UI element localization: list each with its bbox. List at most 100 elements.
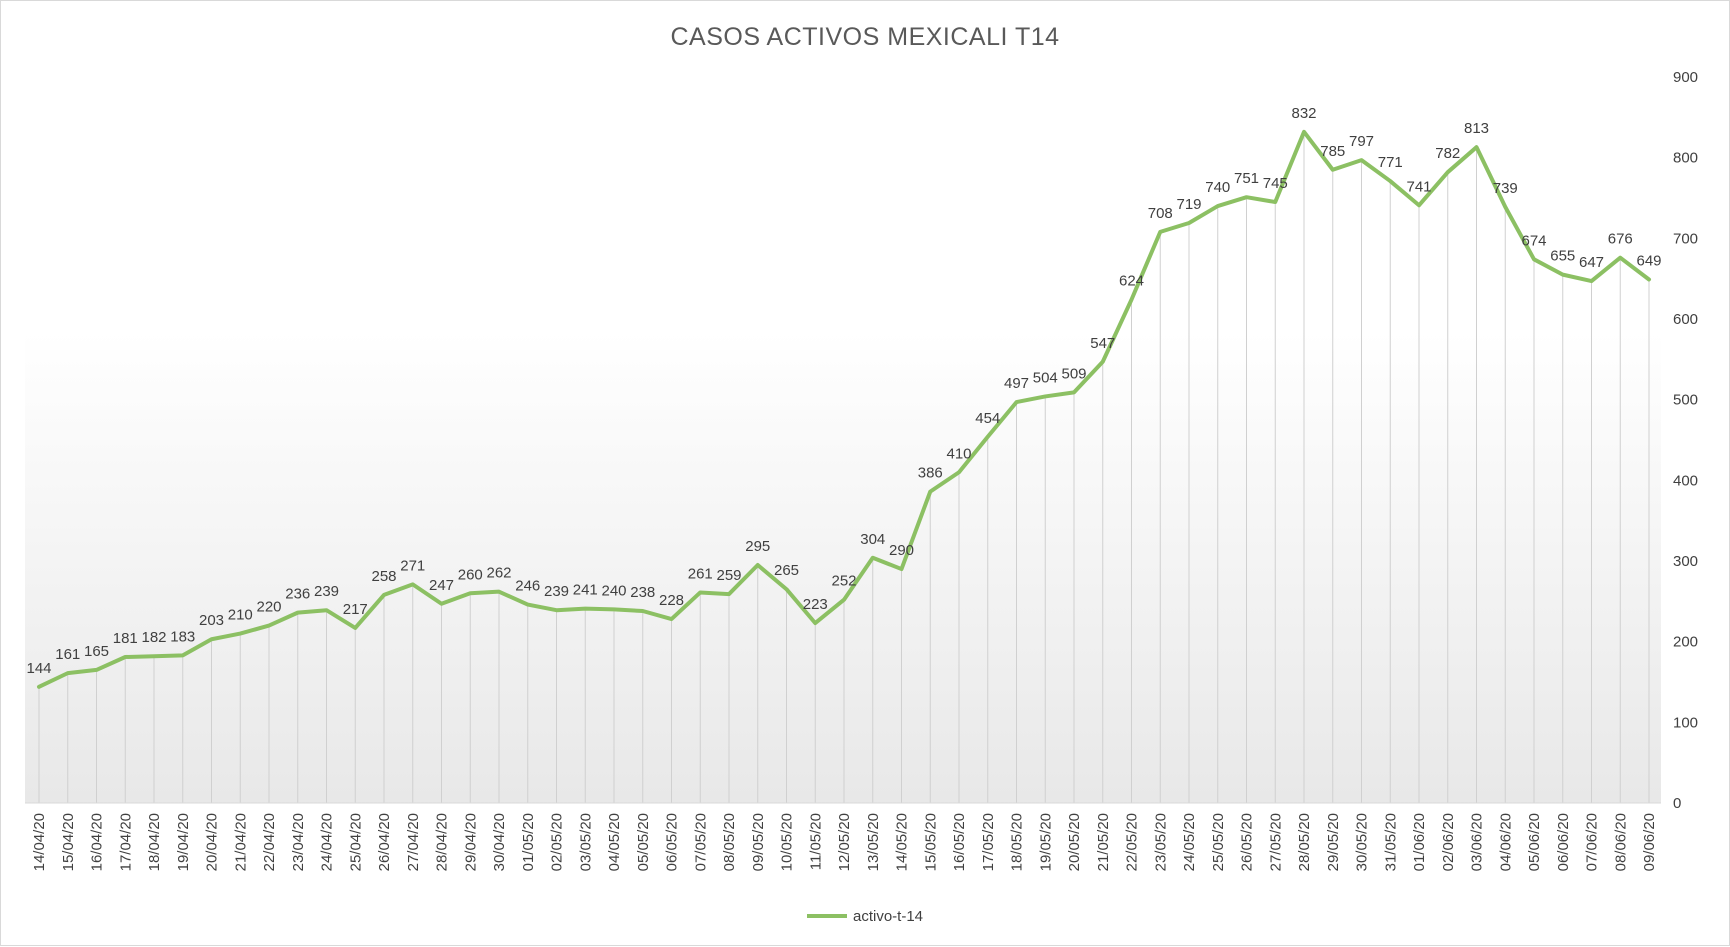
legend: activo-t-14 (807, 908, 923, 925)
x-tick-label: 18/04/20 (146, 813, 163, 871)
data-label: 674 (1521, 232, 1546, 249)
data-label: 751 (1234, 170, 1259, 187)
data-label: 771 (1378, 154, 1403, 171)
x-tick-label: 07/06/20 (1584, 813, 1601, 871)
data-label: 238 (630, 584, 655, 601)
data-label: 304 (860, 531, 885, 548)
x-tick-label: 21/04/20 (232, 813, 249, 871)
drop-lines (38, 131, 1650, 803)
y-tick-label: 600 (1673, 311, 1698, 328)
x-tick-label: 29/05/20 (1325, 813, 1342, 871)
data-label: 259 (716, 567, 741, 584)
data-label: 647 (1579, 254, 1604, 271)
x-tick-label: 04/05/20 (606, 813, 623, 871)
x-tick-label: 26/05/20 (1239, 813, 1256, 871)
data-label: 144 (26, 660, 51, 677)
x-tick-label: 27/04/20 (405, 813, 422, 871)
x-tick-label: 01/05/20 (520, 813, 537, 871)
x-tick-label: 22/04/20 (261, 813, 278, 871)
x-tick-label: 08/06/20 (1612, 813, 1629, 871)
data-label: 290 (889, 542, 914, 559)
y-tick-label: 300 (1673, 553, 1698, 570)
data-label: 239 (544, 583, 569, 600)
x-tick-label: 17/05/20 (980, 813, 997, 871)
x-tick-label: 05/06/20 (1526, 813, 1543, 871)
x-tick-label: 21/05/20 (1095, 813, 1112, 871)
data-label: 239 (314, 583, 339, 600)
x-tick-label: 25/04/20 (347, 813, 364, 871)
data-label: 708 (1148, 205, 1173, 222)
data-label: 220 (256, 599, 281, 616)
data-label: 739 (1493, 180, 1518, 197)
x-tick-label: 28/05/20 (1296, 813, 1313, 871)
x-tick-label: 26/04/20 (376, 813, 393, 871)
data-label: 228 (659, 592, 684, 609)
data-label: 676 (1608, 231, 1633, 248)
x-tick-label: 02/06/20 (1440, 813, 1457, 871)
x-tick-label: 05/05/20 (635, 813, 652, 871)
data-label: 161 (55, 646, 80, 663)
data-label: 241 (573, 582, 598, 599)
data-label: 223 (803, 596, 828, 613)
x-tick-label: 16/05/20 (951, 813, 968, 871)
data-label: 203 (199, 612, 224, 629)
x-tick-label: 29/04/20 (462, 813, 479, 871)
data-label: 210 (228, 607, 253, 624)
data-label: 813 (1464, 120, 1489, 137)
x-tick-label: 13/05/20 (865, 813, 882, 871)
data-label: 181 (113, 630, 138, 647)
data-label: 785 (1320, 143, 1345, 160)
data-label: 504 (1033, 369, 1058, 386)
data-label: 655 (1550, 248, 1575, 265)
x-tick-label: 27/05/20 (1267, 813, 1284, 871)
data-label: 183 (170, 628, 195, 645)
x-tick-label: 03/06/20 (1469, 813, 1486, 871)
data-label: 741 (1406, 178, 1431, 195)
data-label: 236 (285, 586, 310, 603)
series-line-activo-t-14 (37, 129, 1651, 689)
data-label: 262 (486, 565, 511, 582)
x-tick-label: 23/04/20 (290, 813, 307, 871)
x-tick-label: 17/04/20 (117, 813, 134, 871)
x-tick-label: 14/04/20 (31, 813, 48, 871)
x-tick-label: 24/04/20 (319, 813, 336, 871)
x-tick-label: 11/05/20 (807, 813, 824, 870)
x-tick-label: 12/05/20 (836, 813, 853, 871)
x-tick-label: 06/06/20 (1555, 813, 1572, 871)
y-tick-label: 500 (1673, 392, 1698, 409)
chart-title: CASOS ACTIVOS MEXICALI T14 (670, 23, 1059, 51)
x-tick-label: 03/05/20 (577, 813, 594, 871)
x-tick-label: 16/04/20 (89, 813, 106, 871)
x-tick-label: 30/04/20 (491, 813, 508, 871)
data-label: 832 (1291, 105, 1316, 122)
x-tick-label: 25/05/20 (1210, 813, 1227, 871)
y-tick-label: 800 (1673, 150, 1698, 167)
data-label: 295 (745, 538, 770, 555)
data-label: 454 (975, 410, 1000, 427)
x-tick-label: 19/04/20 (175, 813, 192, 871)
x-tick-label: 19/05/20 (1037, 813, 1054, 871)
x-tick-label: 23/05/20 (1152, 813, 1169, 871)
x-tick-label: 22/05/20 (1124, 813, 1141, 871)
data-label: 649 (1636, 252, 1661, 269)
x-tick-label: 18/05/20 (1009, 813, 1026, 871)
x-tick-label: 30/05/20 (1354, 813, 1371, 871)
x-tick-label: 02/05/20 (549, 813, 566, 871)
data-label: 497 (1004, 375, 1029, 392)
data-label: 719 (1176, 196, 1201, 213)
x-tick-label: 08/05/20 (721, 813, 738, 871)
data-label: 182 (141, 629, 166, 646)
x-tick-label: 09/06/20 (1641, 813, 1658, 871)
y-tick-label: 400 (1673, 472, 1698, 489)
x-tick-label: 04/06/20 (1497, 813, 1514, 871)
x-tick-label: 10/05/20 (779, 813, 796, 871)
data-label: 547 (1090, 335, 1115, 352)
y-tick-label: 900 (1673, 69, 1698, 86)
x-tick-label: 15/05/20 (922, 813, 939, 871)
data-label: 247 (429, 577, 454, 594)
y-tick-label: 700 (1673, 230, 1698, 247)
data-label: 386 (918, 465, 943, 482)
